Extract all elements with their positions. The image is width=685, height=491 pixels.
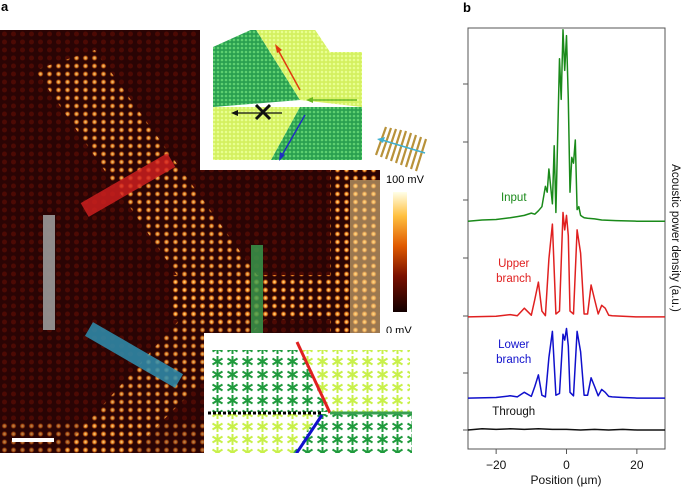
x-tick-label: −20	[486, 458, 507, 472]
lower-branch-marker	[84, 322, 184, 388]
series-label: Upper	[498, 258, 529, 270]
colorbar-background	[380, 170, 440, 340]
y-axis-label: Acoustic power density (a.u.)	[669, 164, 681, 312]
through-marker	[43, 215, 55, 330]
series-label: branch	[496, 354, 531, 366]
x-ticks: −20 0 20	[486, 449, 644, 472]
series-group	[467, 29, 665, 431]
bottom-inset-schematic	[204, 333, 440, 453]
x-tick-label: 0	[563, 458, 570, 472]
panel-b-label: b	[463, 0, 471, 15]
series-line-upper-branch	[467, 211, 665, 318]
y-ticks	[463, 83, 468, 431]
top-inset-schematic	[200, 30, 440, 172]
series-label: branch	[496, 273, 531, 285]
panel-a-label: a	[1, 0, 9, 14]
acoustic-power-plot: −20 0 20 Input Upper branch Lower branch Throug…	[463, 27, 681, 487]
x-axis-label: Position (µm)	[531, 473, 602, 487]
scale-bar	[12, 438, 54, 442]
series-line-lower-branch	[467, 327, 665, 399]
series-label: Through	[492, 406, 535, 418]
series-label: Input	[501, 192, 527, 204]
colorbar	[393, 192, 407, 312]
plot-frame	[467, 27, 666, 450]
series-line-through	[467, 428, 665, 431]
acoustic-field-map: 100 mV 0 mV	[0, 30, 440, 453]
input-marker	[251, 245, 263, 360]
upper-branch-marker	[80, 153, 176, 217]
upper-branch-beam	[35, 50, 275, 330]
series-labels: Input Upper branch Lower branch Through	[492, 192, 535, 418]
colorbar-max-label: 100 mV	[386, 174, 425, 186]
series-label: Lower	[498, 339, 529, 351]
series-line-input	[467, 29, 665, 222]
x-tick-label: 20	[630, 458, 644, 472]
